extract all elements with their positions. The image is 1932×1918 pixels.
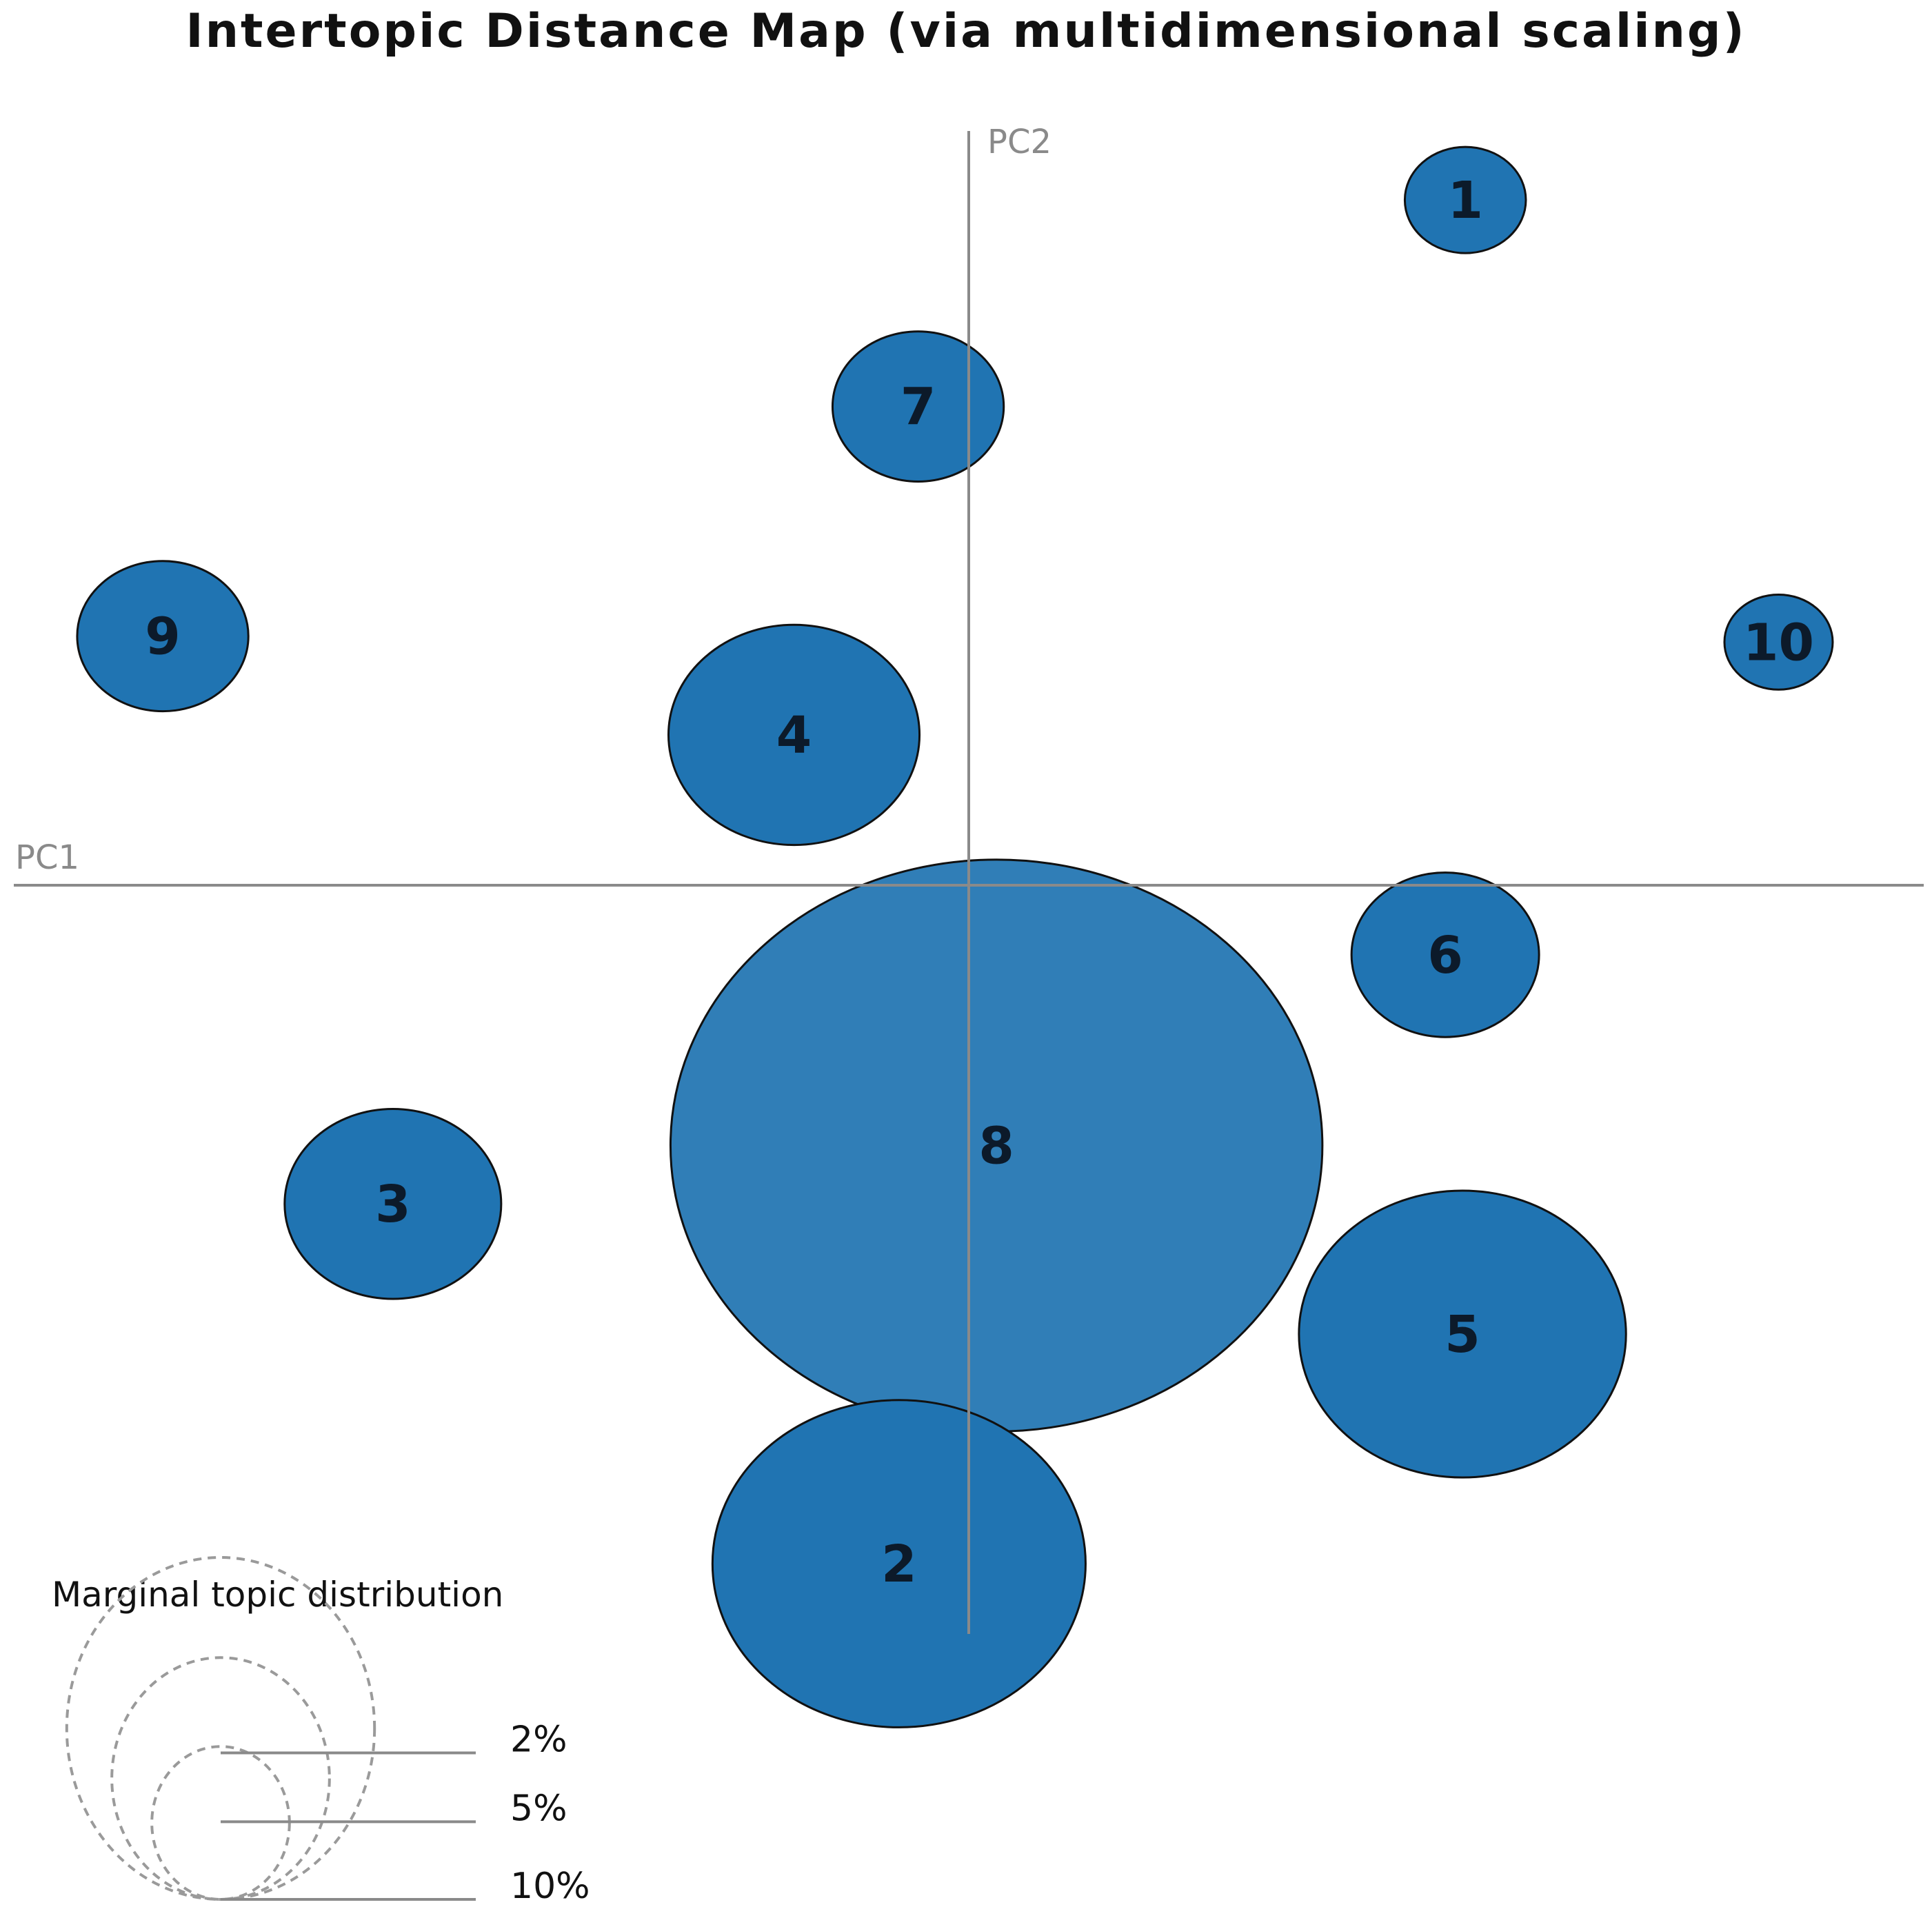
topic-label-5: 5 [1445,1305,1480,1364]
topic-bubble-9[interactable] [76,560,250,713]
topic-label-9: 9 [145,607,181,667]
topic-bubble-10[interactable] [1723,594,1834,691]
topic-label-2: 2 [881,1535,917,1594]
topic-bubble-4[interactable] [667,623,921,847]
chart-title: Intertopic Distance Map (via multidimens… [185,4,1746,59]
pc1-axis-label: PC1 [15,838,79,877]
topic-bubble-5[interactable] [1298,1189,1627,1479]
topic-bubble-1[interactable] [1403,145,1527,254]
topic-bubble-2[interactable] [711,1399,1087,1728]
topic-label-7: 7 [900,378,936,437]
topic-label-8: 8 [978,1117,1014,1176]
marginal-topic-legend: Marginal topic distribution 10% 5% 2% [52,1556,590,1907]
legend-label-10%: 10% [510,1866,590,1907]
topic-bubble-6[interactable] [1350,871,1540,1038]
legend-title: Marginal topic distribution [52,1575,503,1615]
topic-label-3: 3 [375,1175,411,1234]
legend-circle-5% [110,1656,331,1901]
topic-labels: 1 2 3 4 5 6 7 8 9 10 [145,171,1814,1594]
topic-bubbles [76,145,1834,1728]
legend-circle-10% [65,1556,376,1901]
topic-label-6: 6 [1427,926,1463,985]
topic-bubble-7[interactable] [831,330,1005,483]
topic-label-1: 1 [1447,171,1483,230]
topic-label-10: 10 [1743,613,1814,672]
axes: PC1 PC2 [14,123,1924,1634]
legend-label-2%: 2% [510,1719,567,1761]
topic-label-4: 4 [776,706,812,765]
topic-bubble-3[interactable] [283,1107,503,1300]
legend-label-5%: 5% [510,1788,567,1829]
pc2-axis-label: PC2 [987,123,1051,161]
